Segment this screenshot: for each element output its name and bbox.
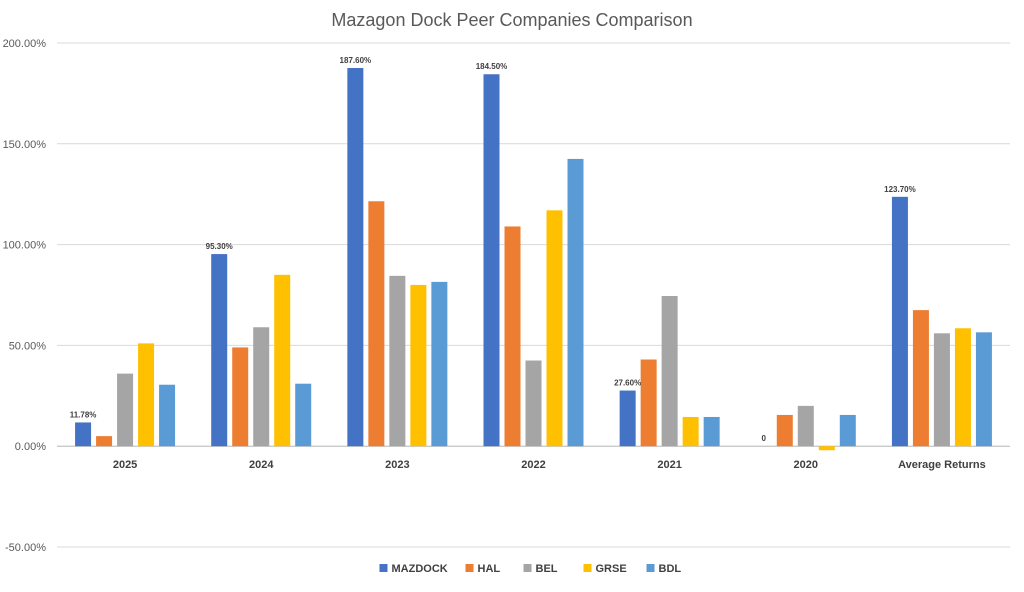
x-axis: 2025 2024 2023 2022 2021 2020 Average Returns bbox=[113, 459, 986, 471]
legend-label: MAZDOCK bbox=[392, 563, 448, 575]
bar-bel bbox=[661, 296, 678, 447]
bar-mazdock bbox=[211, 254, 228, 447]
y-tick-label: 100.00% bbox=[3, 240, 47, 252]
legend-item-bdl: BDL bbox=[646, 563, 682, 575]
bar-hal bbox=[640, 359, 657, 447]
bar-bel bbox=[797, 405, 814, 447]
x-tick-label: 2020 bbox=[794, 459, 818, 471]
data-label: 11.78% bbox=[70, 410, 97, 419]
legend-swatch bbox=[583, 564, 592, 572]
y-tick-label: 150.00% bbox=[3, 139, 47, 151]
bar-bel bbox=[117, 373, 134, 447]
legend-item-grse: GRSE bbox=[583, 563, 627, 575]
legend: MAZDOCK HAL BEL GRSE BDL bbox=[379, 563, 682, 575]
bar-mazdock bbox=[483, 74, 500, 447]
bar-bel bbox=[933, 333, 950, 447]
bar-bdl bbox=[703, 416, 720, 447]
bar-hal bbox=[368, 201, 385, 447]
y-tick-label: 0.00% bbox=[15, 441, 46, 453]
legend-item-hal: HAL bbox=[465, 563, 501, 575]
y-tick-label: 50.00% bbox=[9, 340, 47, 352]
data-label: 27.60% bbox=[614, 379, 641, 388]
legend-item-bel: BEL bbox=[523, 563, 558, 575]
bar-grse bbox=[410, 284, 427, 447]
legend-swatch bbox=[523, 564, 532, 572]
x-tick-label: 2022 bbox=[521, 459, 545, 471]
bar-grse bbox=[546, 210, 563, 447]
bar-mazdock bbox=[347, 67, 364, 447]
bar-bdl bbox=[295, 383, 312, 447]
legend-swatch bbox=[646, 564, 655, 572]
bar-bdl bbox=[975, 332, 992, 447]
data-label: 184.50% bbox=[476, 62, 508, 71]
legend-item-mazdock: MAZDOCK bbox=[379, 563, 448, 575]
gridlines bbox=[57, 42, 1010, 548]
bar-bel bbox=[389, 275, 406, 447]
bar-bdl bbox=[159, 384, 176, 447]
bar-bdl bbox=[431, 281, 448, 447]
data-labels: 11.78% 95.30% 187.60% 184.50% 27.60% 0 123.70% bbox=[70, 56, 916, 443]
bar-bdl bbox=[839, 414, 856, 447]
bar-mazdock bbox=[891, 196, 908, 447]
data-label: 187.60% bbox=[340, 56, 372, 65]
x-tick-label: 2024 bbox=[249, 459, 274, 471]
bars bbox=[75, 67, 992, 451]
y-tick-label: 200.00% bbox=[3, 38, 47, 50]
data-label: 123.70% bbox=[884, 185, 916, 194]
bar-grse bbox=[138, 343, 155, 447]
y-axis: -50.00% 0.00% 50.00% 100.00% 150.00% 200.00% bbox=[3, 38, 47, 554]
y-tick-label: -50.00% bbox=[5, 542, 46, 554]
chart-title: Mazagon Dock Peer Companies Comparison bbox=[331, 10, 692, 30]
legend-swatch bbox=[465, 564, 474, 572]
bar-grse bbox=[274, 274, 291, 447]
bar-bel bbox=[525, 360, 542, 447]
data-label: 95.30% bbox=[206, 242, 233, 251]
bar-grse bbox=[818, 446, 835, 451]
bar-bdl bbox=[567, 158, 584, 447]
bar-hal bbox=[912, 310, 929, 447]
bar-hal bbox=[96, 436, 113, 447]
data-label: 0 bbox=[762, 434, 767, 443]
bar-bel bbox=[253, 327, 270, 447]
bar-mazdock bbox=[619, 390, 636, 447]
legend-label: HAL bbox=[478, 563, 501, 575]
bar-hal bbox=[504, 226, 521, 447]
bar-hal bbox=[232, 347, 249, 447]
bar-grse bbox=[954, 328, 971, 447]
x-tick-label: 2021 bbox=[657, 459, 681, 471]
legend-label: GRSE bbox=[596, 563, 627, 575]
legend-label: BDL bbox=[659, 563, 682, 575]
legend-swatch bbox=[379, 564, 388, 572]
x-tick-label: 2025 bbox=[113, 459, 137, 471]
bar-grse bbox=[682, 416, 699, 447]
legend-label: BEL bbox=[536, 563, 558, 575]
x-tick-label: 2023 bbox=[385, 459, 409, 471]
bar-hal bbox=[776, 414, 793, 447]
x-tick-label: Average Returns bbox=[898, 459, 986, 471]
bar-mazdock bbox=[75, 422, 92, 447]
